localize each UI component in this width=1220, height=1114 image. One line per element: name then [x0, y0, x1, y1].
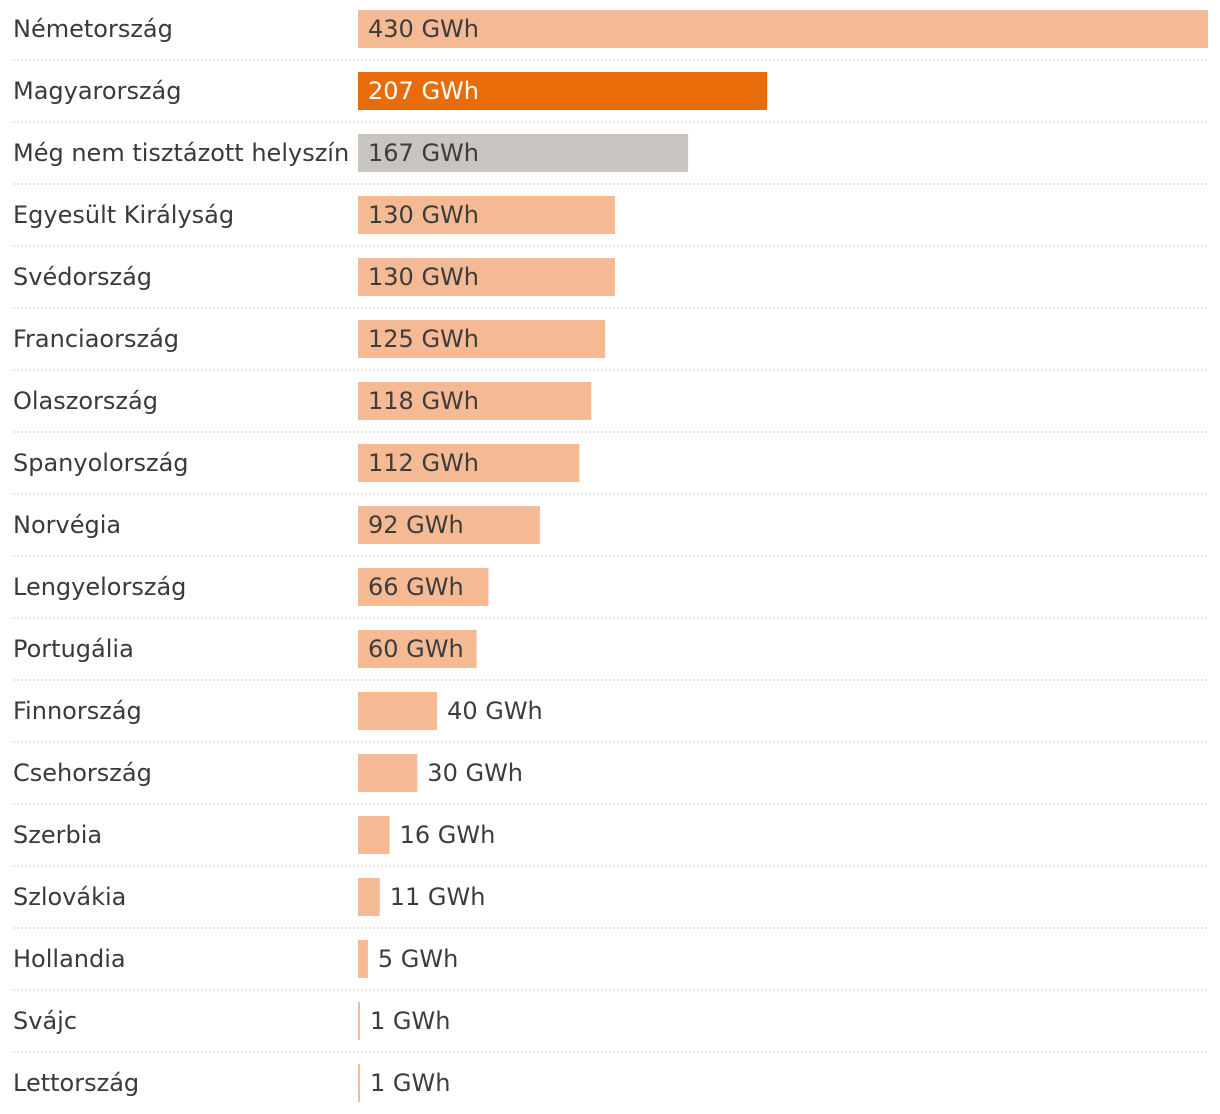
value-label: 60 GWh: [368, 635, 464, 663]
category-label: Egyesült Királyság: [13, 201, 234, 229]
value-label: 1 GWh: [370, 1069, 450, 1097]
category-label: Még nem tisztázott helyszín: [13, 139, 349, 167]
category-label: Lengyelország: [13, 573, 186, 601]
value-label: 112 GWh: [368, 449, 479, 477]
bar: [358, 1064, 360, 1102]
bar: [358, 692, 438, 730]
bar: [358, 382, 592, 420]
value-label: 118 GWh: [368, 387, 479, 415]
bar: [358, 134, 689, 172]
chart-rows: Németország 430 GWh Magyarország 207 GWh Még…: [13, 10, 1208, 1102]
value-label: 167 GWh: [368, 139, 479, 167]
bar: [358, 754, 418, 792]
value-label: 66 GWh: [368, 573, 464, 601]
category-label: Olaszország: [13, 387, 158, 415]
category-label: Hollandia: [13, 945, 126, 973]
category-label: Magyarország: [13, 77, 182, 105]
bar: [358, 816, 390, 854]
category-label: Németország: [13, 15, 173, 43]
category-label: Csehország: [13, 759, 152, 787]
category-label: Portugália: [13, 635, 134, 663]
value-label: 130 GWh: [368, 201, 479, 229]
category-label: Lettország: [13, 1069, 139, 1097]
bar: [358, 1002, 360, 1040]
value-label: 430 GWh: [368, 15, 479, 43]
value-label: 5 GWh: [378, 945, 458, 973]
value-label: 92 GWh: [368, 511, 464, 539]
category-label: Franciaország: [13, 325, 179, 353]
bar: [358, 630, 477, 668]
value-label: 11 GWh: [390, 883, 486, 911]
bar: [358, 258, 615, 296]
value-label: 130 GWh: [368, 263, 479, 291]
bar: [358, 72, 768, 110]
bar: [358, 444, 580, 482]
value-label: 1 GWh: [370, 1007, 450, 1035]
bar: [358, 878, 380, 916]
bar: [358, 196, 615, 234]
bar: [358, 10, 1208, 48]
bar: [358, 506, 540, 544]
category-label: Svédország: [13, 263, 152, 291]
category-label: Szerbia: [13, 821, 102, 849]
bar: [358, 940, 368, 978]
value-label: 16 GWh: [400, 821, 496, 849]
category-label: Norvégia: [13, 511, 121, 539]
bar: [358, 568, 489, 606]
category-label: Finnország: [13, 697, 142, 725]
value-label: 125 GWh: [368, 325, 479, 353]
category-label: Spanyolország: [13, 449, 189, 477]
value-label: 30 GWh: [427, 759, 523, 787]
category-label: Szlovákia: [13, 883, 126, 911]
bar: [358, 320, 606, 358]
category-label: Svájc: [13, 1007, 77, 1035]
value-label: 207 GWh: [368, 77, 479, 105]
value-label: 40 GWh: [447, 697, 543, 725]
